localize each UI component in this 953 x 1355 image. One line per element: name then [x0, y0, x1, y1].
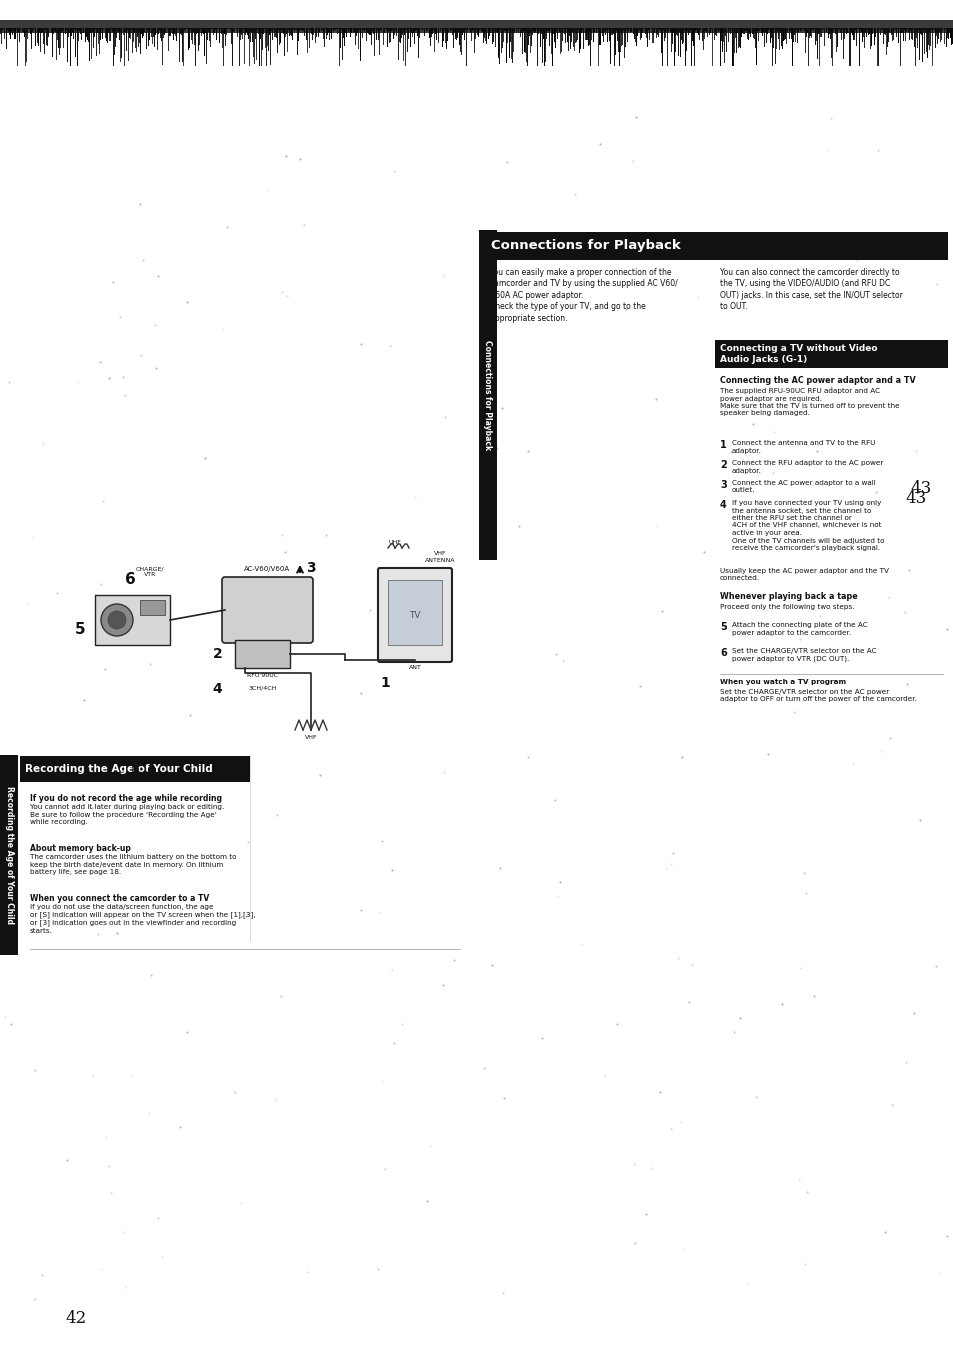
- Bar: [234, 640, 290, 668]
- Text: TV: TV: [409, 611, 420, 619]
- Text: Whenever playing back a tape: Whenever playing back a tape: [720, 592, 857, 602]
- Text: RFU 90UC: RFU 90UC: [247, 673, 277, 678]
- Text: When you watch a TV program: When you watch a TV program: [720, 679, 845, 686]
- Text: Connecting a TV without Video
Audio Jacks (G-1): Connecting a TV without Video Audio Jack…: [720, 344, 877, 363]
- Text: Connect the antenna and TV to the RFU
adaptor.: Connect the antenna and TV to the RFU ad…: [731, 440, 875, 454]
- Text: 42: 42: [65, 1310, 86, 1327]
- Text: CHARGE/
VTR: CHARGE/ VTR: [135, 566, 164, 577]
- Text: You cannot add it later during playing back or editing.
Be sure to follow the pr: You cannot add it later during playing b…: [30, 804, 224, 825]
- Bar: [388, 580, 441, 645]
- Bar: [20, 756, 250, 782]
- Text: 5: 5: [74, 622, 85, 637]
- Bar: [714, 340, 947, 369]
- Text: 43: 43: [909, 480, 930, 497]
- Text: 5: 5: [720, 622, 726, 631]
- Bar: [484, 232, 947, 260]
- Text: The camcorder uses the lithium battery on the bottom to
keep the birth date/even: The camcorder uses the lithium battery o…: [30, 854, 236, 875]
- Text: 4: 4: [212, 682, 222, 696]
- Text: Set the CHARGE/VTR selector on the AC power
adaptor to OFF or turn off the power: Set the CHARGE/VTR selector on the AC po…: [720, 688, 916, 702]
- Text: Recording the Age of Your Child: Recording the Age of Your Child: [5, 786, 13, 924]
- Bar: [478, 230, 497, 560]
- Text: 1: 1: [379, 676, 390, 690]
- Bar: [0, 755, 18, 955]
- Text: When you connect the camcorder to a TV: When you connect the camcorder to a TV: [30, 894, 209, 902]
- Circle shape: [108, 611, 126, 629]
- Text: Usually keep the AC power adaptor and the TV
connected.: Usually keep the AC power adaptor and th…: [720, 568, 888, 581]
- Text: You can easily make a proper connection of the
camcorder and TV by using the sup: You can easily make a proper connection …: [490, 268, 677, 322]
- Text: 2: 2: [720, 459, 726, 470]
- Text: If you do not record the age while recording: If you do not record the age while recor…: [30, 794, 222, 804]
- FancyBboxPatch shape: [377, 568, 452, 663]
- Text: 2: 2: [213, 646, 223, 661]
- Text: The supplied RFU-90UC RFU adaptor and AC
power adaptor are required.
Make sure t: The supplied RFU-90UC RFU adaptor and AC…: [720, 388, 899, 416]
- Text: Recording the Age of Your Child: Recording the Age of Your Child: [25, 764, 213, 774]
- Text: UHF: UHF: [388, 541, 401, 545]
- Circle shape: [101, 604, 132, 635]
- Text: 1: 1: [720, 440, 726, 450]
- Text: If you do not use the data/screen function, the age
or [S] indication will appea: If you do not use the data/screen functi…: [30, 904, 255, 934]
- Text: If you have connected your TV using only
the antenna socket, set the channel to
: If you have connected your TV using only…: [731, 500, 883, 551]
- FancyBboxPatch shape: [222, 577, 313, 644]
- Text: VHF: VHF: [434, 551, 446, 556]
- Text: Connect the AC power adaptor to a wall
outlet.: Connect the AC power adaptor to a wall o…: [731, 480, 875, 493]
- Text: Connect the RFU adaptor to the AC power
adaptor.: Connect the RFU adaptor to the AC power …: [731, 459, 882, 473]
- Text: Attach the connecting plate of the AC
power adaptor to the camcorder.: Attach the connecting plate of the AC po…: [731, 622, 867, 635]
- Text: 3: 3: [720, 480, 726, 491]
- Text: 4: 4: [720, 500, 726, 509]
- Text: Connections for Playback: Connections for Playback: [491, 240, 680, 252]
- Bar: [95, 595, 170, 645]
- Text: 43: 43: [904, 491, 925, 507]
- Text: 6: 6: [125, 572, 135, 587]
- Text: 3CH/4CH: 3CH/4CH: [248, 686, 276, 691]
- Text: AC-V60/V60A: AC-V60/V60A: [244, 566, 291, 572]
- Text: (G-1): (G-1): [130, 766, 152, 774]
- Text: 6: 6: [720, 648, 726, 659]
- Text: ANT: ANT: [408, 665, 421, 669]
- Text: 3: 3: [306, 561, 315, 575]
- Text: ANTENNA: ANTENNA: [424, 558, 455, 562]
- Text: Set the CHARGE/VTR selector on the AC
power adaptor to VTR (DC OUT).: Set the CHARGE/VTR selector on the AC po…: [731, 648, 876, 663]
- Text: You can also connect the camcorder directly to
the TV, using the VIDEO/AUDIO (an: You can also connect the camcorder direc…: [720, 268, 902, 312]
- Text: About memory back-up: About memory back-up: [30, 844, 131, 854]
- Text: Connecting the AC power adaptor and a TV: Connecting the AC power adaptor and a TV: [720, 375, 915, 385]
- Text: VHF: VHF: [304, 734, 317, 740]
- Bar: [140, 600, 165, 615]
- Text: Proceed only the following two steps.: Proceed only the following two steps.: [720, 604, 854, 610]
- Text: Connections for Playback: Connections for Playback: [483, 340, 492, 450]
